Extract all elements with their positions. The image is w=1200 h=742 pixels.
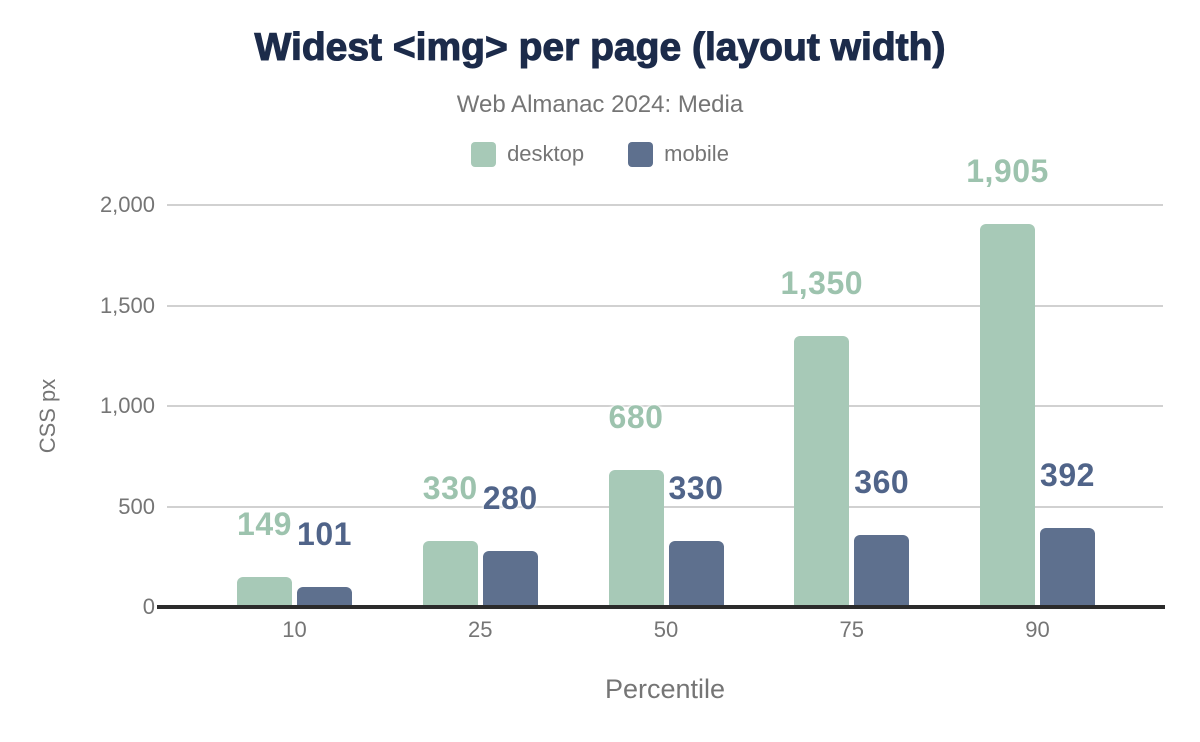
gridline-1000 <box>167 405 1163 407</box>
desktop-bar-p25[interactable] <box>422 540 478 607</box>
x-tick-label-75: 75 <box>839 617 864 642</box>
desktop-bar-p10[interactable] <box>237 577 292 607</box>
x-tick-label-90: 90 <box>1025 617 1050 642</box>
mobile-value-label-p25: 280 <box>482 479 538 516</box>
legend-label-desktop: desktop <box>507 141 585 166</box>
mobile-value-label-p10: 101 <box>297 515 352 552</box>
gridline-500 <box>167 505 1163 508</box>
desktop-bar-p75[interactable] <box>794 335 850 607</box>
mobile-bar-p90[interactable] <box>1040 528 1095 607</box>
plot-area: 149 101 330 280 680 330 1,350 360 1,905 392 <box>167 153 1163 607</box>
x-axis-title: Percentile <box>604 674 726 704</box>
x-tick-label-50: 50 <box>653 617 679 642</box>
desktop-value-label-p90: 1,905 <box>966 153 1049 190</box>
legend-label-mobile: mobile <box>664 141 729 166</box>
y-tick-label: 1,500 <box>99 292 155 318</box>
desktop-swatch-icon <box>471 141 497 167</box>
desktop-value-label-p50: 680 <box>608 399 664 436</box>
chart-title: Widest <img> per page (layout width) <box>254 25 946 69</box>
chart-subtitle: Web Almanac 2024: Media <box>456 91 744 118</box>
mobile-bar-p10[interactable] <box>297 586 352 607</box>
legend-item-mobile[interactable]: mobile <box>628 141 729 167</box>
desktop-bar-p50[interactable] <box>608 470 664 607</box>
x-tick-label-10: 10 <box>282 617 307 642</box>
legend-item-desktop[interactable]: desktop <box>471 141 584 167</box>
y-tick-label: 500 <box>118 493 155 519</box>
gridline-2000 <box>167 204 1163 206</box>
desktop-bar-p90[interactable] <box>980 224 1035 607</box>
mobile-bar-p50[interactable] <box>668 540 724 607</box>
desktop-value-label-p25: 330 <box>422 469 478 506</box>
y-tick-label: 0 <box>142 594 155 619</box>
y-tick-label: 2,000 <box>99 192 155 217</box>
mobile-value-label-p75: 360 <box>854 463 910 500</box>
mobile-swatch-icon <box>628 141 654 167</box>
mobile-bar-p75[interactable] <box>854 534 910 607</box>
y-tick-label: 1,000 <box>99 393 155 418</box>
mobile-value-label-p90: 392 <box>1040 457 1095 494</box>
desktop-value-label-p75: 1,350 <box>780 264 864 301</box>
mobile-bar-p25[interactable] <box>482 550 538 607</box>
x-axis-line <box>157 605 1165 609</box>
legend: desktop mobile <box>0 141 1200 167</box>
x-tick-label-25: 25 <box>468 617 493 642</box>
mobile-value-label-p50: 330 <box>668 469 724 506</box>
gridline-1500 <box>167 304 1163 307</box>
desktop-value-label-p10: 149 <box>237 506 292 543</box>
